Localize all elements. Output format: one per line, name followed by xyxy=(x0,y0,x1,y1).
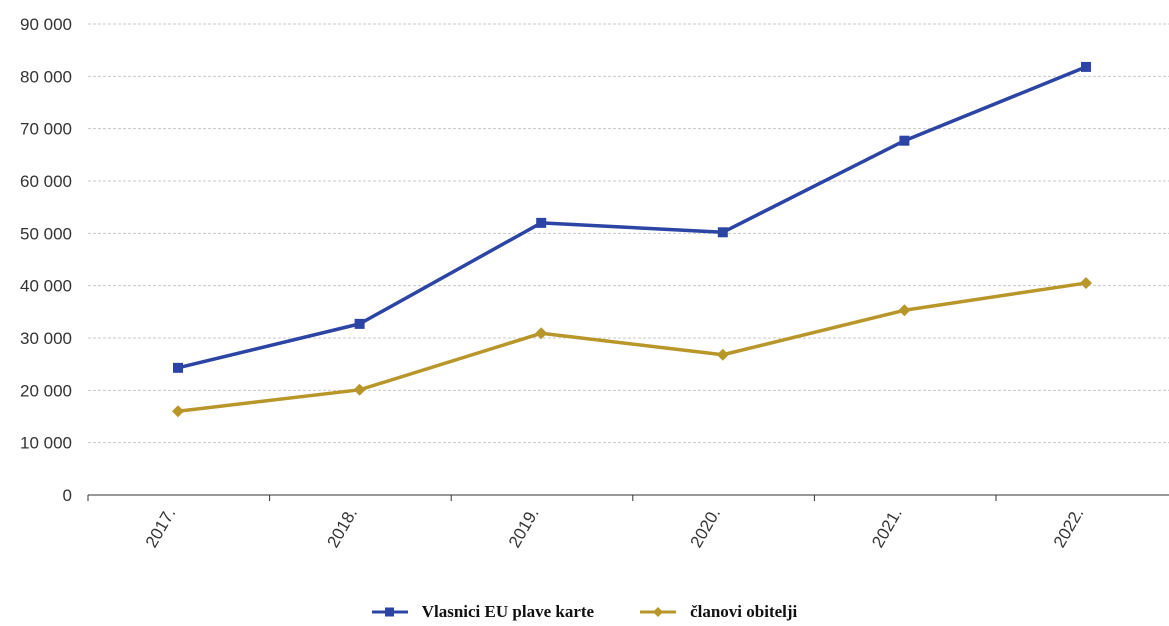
x-tick-label: 2022. xyxy=(1050,505,1088,551)
legend: Vlasnici EU plave karte članovi obitelji xyxy=(0,598,1169,626)
y-tick-label: 10 000 xyxy=(20,434,72,453)
line-chart: 0 10 000 20 000 30 000 40 000 50 000 60 000 70 … xyxy=(20,15,1169,551)
data-point-diamond xyxy=(353,383,366,396)
data-point-square xyxy=(899,135,910,146)
y-tick-label: 20 000 xyxy=(20,381,72,400)
y-tick-label: 40 000 xyxy=(20,277,72,296)
legend-label-series-2: članovi obitelji xyxy=(690,602,798,621)
y-tick-label: 60 000 xyxy=(20,172,72,191)
data-point-square xyxy=(354,318,365,329)
x-tick-label: 2019. xyxy=(505,505,543,551)
data-point-diamond xyxy=(716,348,729,361)
y-tick-label: 50 000 xyxy=(20,224,72,243)
legend-item-series-2: članovi obitelji xyxy=(640,602,797,622)
x-tick-label: 2018. xyxy=(323,505,361,551)
legend-item-series-1: Vlasnici EU plave karte xyxy=(371,602,595,622)
y-tick-label: 0 xyxy=(63,486,72,505)
x-tick-label: 2021. xyxy=(868,505,906,551)
diamond-marker-icon xyxy=(640,607,677,617)
series-line-2 xyxy=(177,281,1087,414)
x-tick-label: 2020. xyxy=(687,505,725,551)
x-tick-label: 2017. xyxy=(142,505,180,551)
y-tick-label: 70 000 xyxy=(20,120,72,139)
data-point-square xyxy=(1081,61,1091,72)
data-point-square xyxy=(536,217,547,228)
y-tick-label: 90 000 xyxy=(20,15,72,34)
series-line-1 xyxy=(177,65,1087,370)
data-point-diamond xyxy=(1080,277,1092,290)
data-point-diamond xyxy=(535,327,548,340)
data-point-square xyxy=(717,227,728,238)
data-point-diamond xyxy=(898,304,911,317)
data-point-diamond xyxy=(172,405,184,418)
y-tick-label: 80 000 xyxy=(20,67,72,86)
legend-label-series-1: Vlasnici EU plave karte xyxy=(421,602,595,621)
square-marker-icon xyxy=(371,607,408,617)
data-point-square xyxy=(173,362,183,373)
y-tick-label: 30 000 xyxy=(20,329,72,348)
